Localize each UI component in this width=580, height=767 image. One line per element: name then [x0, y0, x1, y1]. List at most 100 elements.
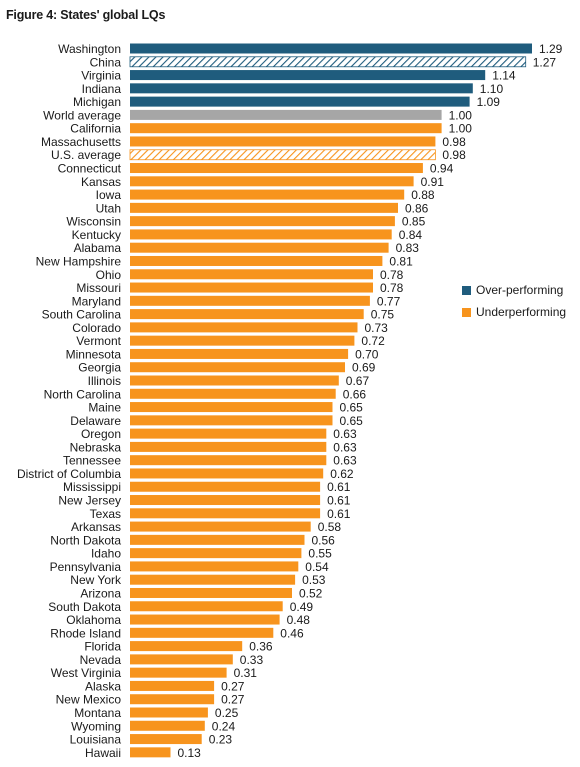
value-label-u-s-average: 0.98 — [442, 148, 466, 162]
category-label-north-carolina: North Carolina — [44, 387, 122, 401]
value-label-wyoming: 0.24 — [212, 719, 236, 733]
category-label-oklahoma: Oklahoma — [66, 613, 121, 627]
category-label-connecticut: Connecticut — [58, 162, 122, 176]
value-label-district-of-columbia: 0.62 — [330, 467, 354, 481]
category-label-alaska: Alaska — [85, 679, 121, 693]
bar-idaho — [130, 548, 302, 559]
category-label-north-dakota: North Dakota — [50, 533, 121, 547]
value-label-texas: 0.61 — [327, 507, 351, 521]
bar-missouri — [130, 282, 373, 293]
bar-minnesota — [130, 348, 349, 359]
category-label-texas: Texas — [90, 507, 121, 521]
category-label-ohio: Ohio — [96, 268, 122, 282]
bar-iowa — [130, 189, 405, 200]
bar-south-carolina — [130, 309, 364, 320]
category-label-south-carolina: South Carolina — [42, 308, 122, 322]
bar-north-carolina — [130, 388, 336, 399]
value-label-north-carolina: 0.66 — [343, 387, 367, 401]
category-label-tennessee: Tennessee — [63, 454, 121, 468]
legend-label-over: Over-performing — [476, 283, 564, 297]
value-label-colorado: 0.73 — [365, 321, 389, 335]
bar-arkansas — [130, 521, 311, 532]
value-label-world-average: 1.00 — [449, 108, 473, 122]
category-label-arkansas: Arkansas — [71, 520, 121, 534]
bar-new-york — [130, 574, 296, 585]
category-label-mississippi: Mississippi — [63, 480, 121, 494]
value-label-new-jersey: 0.61 — [327, 494, 351, 508]
category-label-wisconsin: Wisconsin — [66, 215, 121, 229]
value-label-alaska: 0.27 — [221, 679, 245, 693]
bar-maryland — [130, 295, 370, 306]
category-label-montana: Montana — [74, 706, 121, 720]
category-label-world-average: World average — [43, 108, 121, 122]
legend-item-under: Underperforming — [462, 305, 566, 319]
bar-louisiana — [130, 734, 202, 745]
bar-colorado — [130, 322, 358, 333]
bar-illinois — [130, 375, 339, 386]
category-label-nebraska: Nebraska — [70, 440, 122, 454]
value-label-new-mexico: 0.27 — [221, 693, 245, 707]
value-label-mississippi: 0.61 — [327, 480, 351, 494]
bar-delaware — [130, 415, 333, 426]
value-label-missouri: 0.78 — [380, 281, 404, 295]
legend-swatch-under — [462, 307, 471, 317]
bar-kansas — [130, 176, 414, 187]
value-label-iowa: 0.88 — [411, 188, 435, 202]
bar-florida — [130, 641, 243, 652]
value-label-maryland: 0.77 — [377, 294, 401, 308]
bar-michigan — [130, 96, 470, 107]
bar-utah — [130, 202, 398, 213]
category-label-west-virginia: West Virginia — [51, 666, 122, 680]
value-label-florida: 0.36 — [249, 640, 273, 654]
bar-west-virginia — [130, 667, 227, 678]
value-label-tennessee: 0.63 — [333, 454, 357, 468]
value-label-massachusetts: 0.98 — [442, 135, 466, 149]
value-label-south-dakota: 0.49 — [290, 600, 314, 614]
bar-alaska — [130, 680, 215, 691]
value-label-wisconsin: 0.85 — [402, 215, 426, 229]
legend-swatch-over — [462, 285, 471, 295]
category-label-new-jersey: New Jersey — [58, 494, 121, 508]
bar-kentucky — [130, 229, 392, 240]
category-label-idaho: Idaho — [91, 547, 121, 561]
bar-world-average — [130, 109, 442, 120]
category-label-indiana: Indiana — [82, 82, 122, 96]
bar-hawaii — [130, 747, 171, 758]
category-label-arizona: Arizona — [80, 586, 121, 600]
category-label-oregon: Oregon — [81, 427, 121, 441]
value-label-new-york: 0.53 — [302, 573, 326, 587]
value-label-rhode-island: 0.46 — [280, 626, 304, 640]
category-label-vermont: Vermont — [76, 334, 121, 348]
bar-pennsylvania — [130, 561, 299, 572]
category-label-illinois: Illinois — [88, 374, 121, 388]
category-label-u-s-average: U.S. average — [51, 148, 121, 162]
bar-rhode-island — [130, 627, 274, 638]
value-label-illinois: 0.67 — [346, 374, 370, 388]
category-label-kentucky: Kentucky — [72, 228, 121, 242]
bar-new-jersey — [130, 495, 321, 506]
bar-oklahoma — [130, 614, 280, 625]
value-label-idaho: 0.55 — [308, 547, 332, 561]
value-label-vermont: 0.72 — [361, 334, 385, 348]
bars-group: Washington 1.29 China 1.27 Virginia 1.14 India… — [17, 42, 563, 760]
value-label-louisiana: 0.23 — [209, 733, 233, 747]
value-label-maine: 0.65 — [340, 401, 364, 415]
bar-maine — [130, 402, 333, 413]
bar-china — [129, 56, 527, 68]
category-label-minnesota: Minnesota — [66, 347, 122, 361]
bar-arizona — [130, 587, 292, 598]
value-label-utah: 0.86 — [405, 201, 429, 215]
category-label-michigan: Michigan — [73, 95, 121, 109]
value-label-nebraska: 0.63 — [333, 440, 357, 454]
category-label-massachusetts: Massachusetts — [41, 135, 121, 149]
value-label-virginia: 1.14 — [492, 69, 516, 83]
category-label-maine: Maine — [88, 401, 121, 415]
value-label-oregon: 0.63 — [333, 427, 357, 441]
category-label-georgia: Georgia — [78, 361, 121, 375]
bar-oregon — [130, 428, 327, 439]
value-label-michigan: 1.09 — [477, 95, 501, 109]
value-label-alabama: 0.83 — [396, 241, 420, 255]
bar-indiana — [130, 83, 473, 94]
legend-item-over: Over-performing — [462, 283, 563, 297]
value-label-montana: 0.25 — [215, 706, 239, 720]
